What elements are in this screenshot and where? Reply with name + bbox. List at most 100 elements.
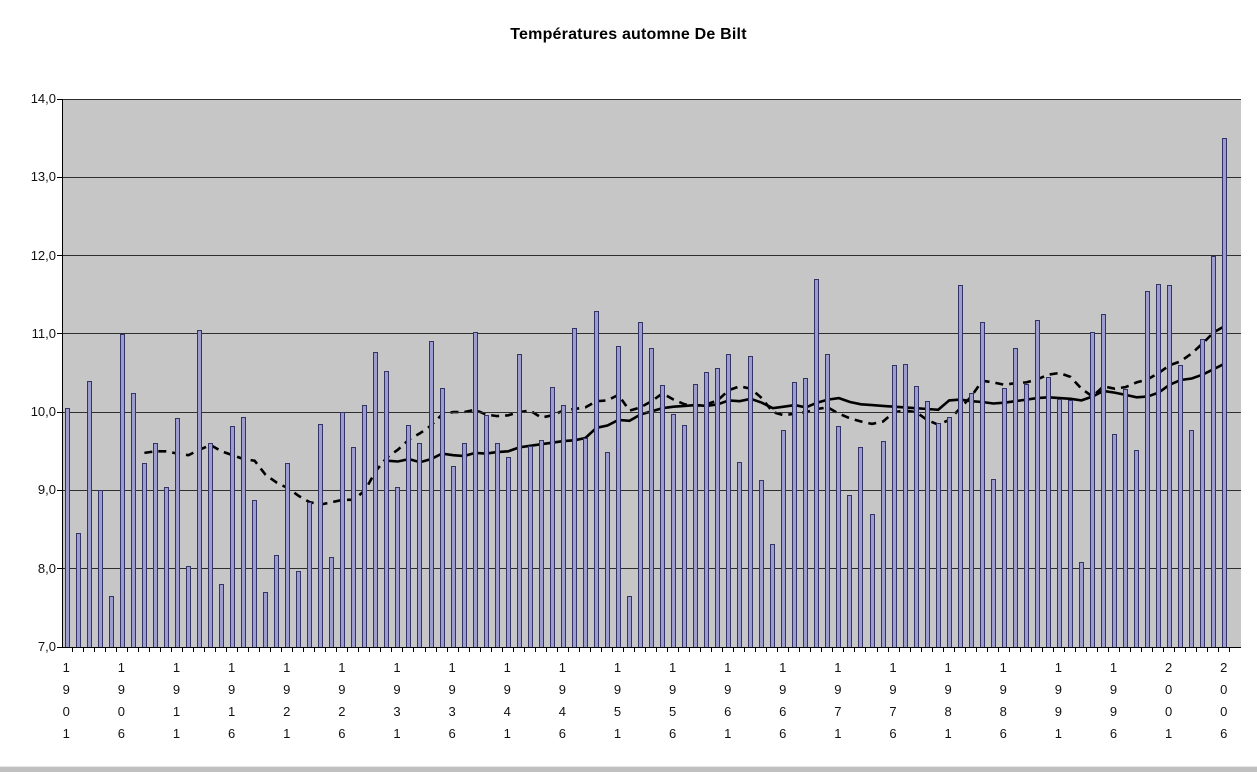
temperature-bar xyxy=(924,401,930,647)
temperature-bar xyxy=(108,596,114,647)
temperature-bar xyxy=(704,372,710,647)
x-axis-tick xyxy=(1063,648,1065,652)
temperature-bar xyxy=(152,443,158,647)
y-axis-tick-label: 12,0 xyxy=(30,247,56,263)
temperature-bar xyxy=(450,466,456,647)
x-axis-tick xyxy=(1085,648,1087,652)
temperature-bar xyxy=(858,446,864,647)
y-axis-tick xyxy=(57,176,62,178)
temperature-bar xyxy=(263,592,269,647)
temperature-bar xyxy=(693,383,699,647)
temperature-bar xyxy=(141,463,147,647)
x-axis-tick-label: 1 9 4 1 xyxy=(503,660,511,741)
x-axis-tick xyxy=(1108,648,1110,652)
x-axis-tick xyxy=(953,648,955,652)
x-axis-tick-label: 1 9 3 6 xyxy=(448,660,456,741)
x-axis-tick xyxy=(733,648,735,652)
x-axis-tick xyxy=(523,648,525,652)
x-axis-tick xyxy=(1141,648,1143,652)
x-axis-tick xyxy=(534,648,536,652)
x-axis-tick xyxy=(104,648,106,652)
x-axis-tick xyxy=(1074,648,1076,652)
temperature-bar xyxy=(770,544,776,647)
x-axis-tick xyxy=(689,648,691,652)
y-axis-tick-label: 10,0 xyxy=(30,404,56,420)
temperature-bar xyxy=(957,285,963,647)
x-axis-tick xyxy=(1119,648,1121,652)
x-axis-tick xyxy=(226,648,228,652)
temperature-bar xyxy=(318,423,324,647)
x-axis-tick xyxy=(1097,648,1099,652)
temperature-bar xyxy=(1034,319,1040,647)
temperature-bar xyxy=(803,378,809,647)
x-axis-tick xyxy=(865,648,867,652)
temperature-bar xyxy=(1056,398,1062,647)
temperature-bar xyxy=(185,566,191,647)
x-axis-tick xyxy=(71,648,73,652)
x-axis-tick-label: 1 9 2 6 xyxy=(338,660,346,741)
y-axis-tick xyxy=(57,568,62,570)
temperature-bar xyxy=(1067,400,1073,647)
plot-area xyxy=(62,98,1241,648)
x-axis-tick-label: 2 0 0 6 xyxy=(1220,660,1228,741)
x-axis-tick xyxy=(810,648,812,652)
temperature-bar xyxy=(1112,434,1118,647)
x-axis-tick xyxy=(567,648,569,652)
x-axis-tick xyxy=(656,648,658,652)
x-axis-tick xyxy=(777,648,779,652)
x-axis-tick xyxy=(237,648,239,652)
x-axis-tick xyxy=(358,648,360,652)
x-axis-tick-label: 1 9 5 1 xyxy=(613,660,622,741)
temperature-bar xyxy=(560,405,566,647)
temperature-bar xyxy=(825,354,831,647)
x-axis-tick xyxy=(633,648,635,652)
x-axis-tick xyxy=(755,648,757,652)
temperature-bar xyxy=(241,416,247,647)
y-axis-tick xyxy=(57,255,62,257)
gridline xyxy=(63,98,1241,100)
x-axis-tick xyxy=(82,648,84,652)
temperature-bar xyxy=(461,443,467,647)
x-axis-tick xyxy=(159,648,161,652)
temperature-bar xyxy=(208,443,214,647)
temperature-bar xyxy=(75,533,81,647)
temperature-bar xyxy=(307,502,313,647)
x-axis-tick xyxy=(1229,648,1231,652)
temperature-bar xyxy=(97,490,103,647)
x-axis-tick xyxy=(126,648,128,652)
x-axis-tick xyxy=(821,648,823,652)
x-axis-tick xyxy=(997,648,999,652)
x-axis-tick-label: 1 9 8 6 xyxy=(999,660,1007,741)
chart-title: Températures automne De Bilt xyxy=(510,26,747,43)
y-axis-tick-label: 8,0 xyxy=(37,560,56,576)
x-axis-tick xyxy=(920,648,922,652)
x-axis-tick xyxy=(556,648,558,652)
temperature-bar xyxy=(1134,449,1140,647)
x-axis-tick xyxy=(181,648,183,652)
temperature-bar xyxy=(737,462,743,647)
temperature-bar xyxy=(781,430,787,647)
x-axis-tick xyxy=(986,648,988,652)
x-axis-tick xyxy=(645,648,646,652)
temperature-bar xyxy=(196,329,202,647)
x-axis-tick xyxy=(1185,648,1187,652)
x-axis-tick xyxy=(512,648,514,652)
temperature-bar xyxy=(748,355,754,647)
x-axis-tick xyxy=(468,648,470,652)
temperature-bar xyxy=(1023,383,1029,647)
y-axis-tick-label: 9,0 xyxy=(37,482,56,498)
x-axis-tick xyxy=(909,648,911,652)
x-axis-tick xyxy=(137,648,139,652)
temperature-bar xyxy=(660,384,666,647)
x-axis-tick-label: 1 9 7 6 xyxy=(889,660,897,741)
temperature-bar xyxy=(219,584,225,647)
x-axis-tick xyxy=(876,648,878,652)
x-axis-tick xyxy=(931,648,933,652)
x-axis-tick xyxy=(215,648,217,652)
temperature-bar xyxy=(549,387,555,647)
x-axis-tick xyxy=(446,648,448,652)
y-axis-tick-label: 7,0 xyxy=(37,639,56,654)
temperature-bar xyxy=(395,486,401,647)
temperature-bar xyxy=(637,322,643,647)
x-axis-tick xyxy=(832,648,834,652)
